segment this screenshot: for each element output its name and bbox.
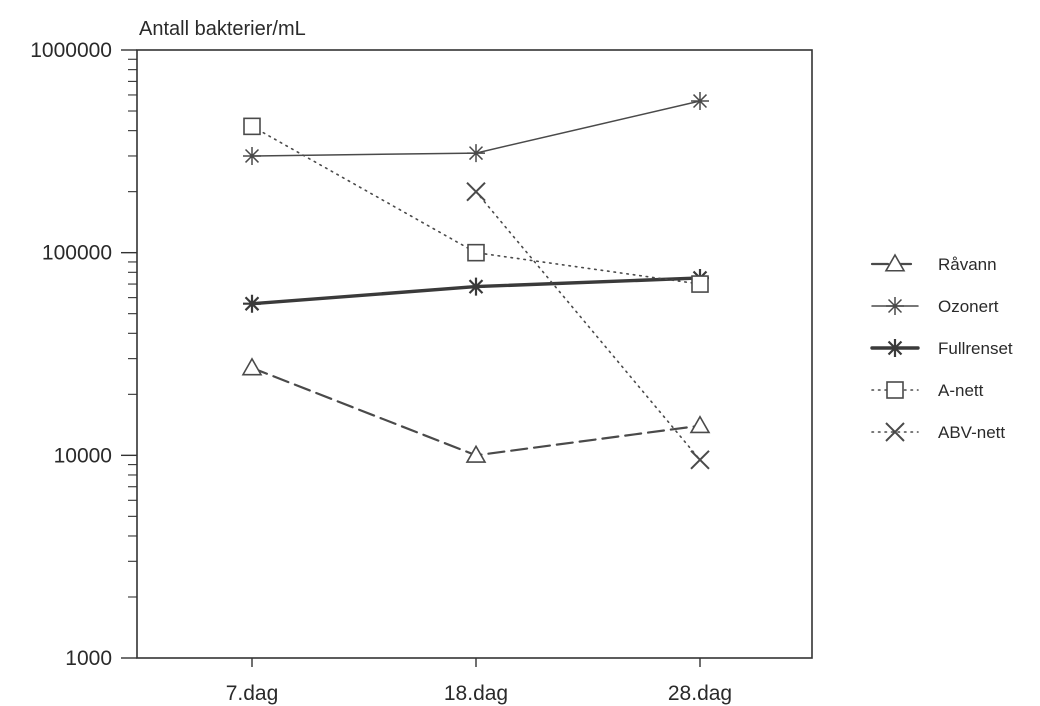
legend-item: A-nett <box>871 381 984 400</box>
y-tick-label: 100000 <box>42 242 112 265</box>
series-Ozonert <box>243 92 709 165</box>
series-layer <box>241 92 711 470</box>
y-tick-label: 1000 <box>65 647 112 670</box>
y-tick-label: 10000 <box>54 444 112 467</box>
x-marker <box>466 181 486 202</box>
legend-item: Råvann <box>870 253 997 274</box>
x-marker <box>885 422 905 442</box>
legend-item: Ozonert <box>871 297 999 316</box>
legend-label: Råvann <box>938 255 997 274</box>
triangle-marker <box>689 415 711 434</box>
square-marker <box>467 243 485 262</box>
legend-item: ABV-nett <box>871 422 1005 442</box>
series-line <box>475 190 701 461</box>
plot-frame <box>136 49 813 659</box>
legend: Råvann Ozonert Fullrenset A-nett ABV-nett <box>870 253 1013 442</box>
series-Råvann <box>241 357 711 463</box>
asterisk-marker <box>243 146 261 165</box>
x-marker <box>690 450 710 470</box>
x-tick-label: 18.dag <box>444 682 508 705</box>
series-ABV-nett <box>466 181 710 470</box>
legend-label: ABV-nett <box>938 423 1005 442</box>
series-A-nett <box>243 117 709 293</box>
series-line <box>251 125 701 285</box>
legend-label: Ozonert <box>938 297 999 316</box>
legend-label: A-nett <box>938 381 984 400</box>
asterisk-marker <box>886 297 904 315</box>
asterisk-marker <box>691 92 709 111</box>
y-tick-label: 1000000 <box>30 39 112 62</box>
square-marker <box>243 117 261 136</box>
x-tick-label: 28.dag <box>668 682 732 705</box>
asterisk-marker <box>467 144 485 163</box>
triangle-marker <box>241 357 263 376</box>
triangle-marker <box>465 444 487 463</box>
legend-item: Fullrenset <box>870 339 1013 358</box>
axes: 1000 10000 100000 1000000 7.dag 18.dag 28.dag <box>30 39 813 705</box>
square-marker <box>691 275 709 293</box>
square-marker <box>886 381 904 399</box>
y-axis-title: Antall bakterier/mL <box>139 18 306 40</box>
asterisk-marker <box>243 294 261 313</box>
series-line <box>250 366 702 457</box>
triangle-marker <box>884 253 906 272</box>
legend-label: Fullrenset <box>938 339 1013 358</box>
x-tick-label: 7.dag <box>226 682 279 705</box>
asterisk-marker <box>467 277 485 296</box>
asterisk-marker <box>886 339 904 357</box>
